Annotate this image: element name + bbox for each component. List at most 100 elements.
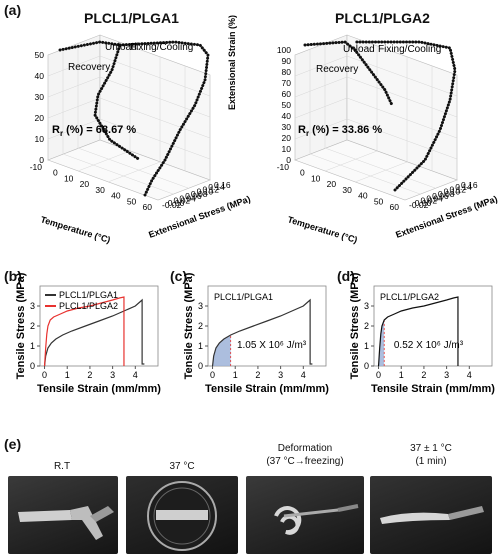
chart-d: 0 1 2 3 4 0 1 2 3 Tensile Strain (mm/mm) Tensile S… — [349, 272, 495, 395]
right-label-fixing: Fixing/Cooling — [378, 44, 441, 55]
x-tick-label: 0 — [210, 370, 215, 380]
temp-tick-label: 60 — [390, 202, 400, 212]
left-curve — [58, 40, 210, 197]
y-tick-label: 0 — [364, 361, 369, 371]
strain-tick-label: 20 — [282, 133, 292, 143]
x-tick-label: 1 — [65, 370, 70, 380]
y-tick-label: 0 — [198, 361, 203, 371]
photo-37c — [126, 476, 238, 554]
left-label-fixing: Fixing/Cooling — [130, 42, 193, 53]
x-tick-label: 0 — [376, 370, 381, 380]
chart-title: PLCL1/PLGA1 — [214, 292, 273, 302]
strain-tick-label: 60 — [282, 89, 292, 99]
series-line — [43, 298, 145, 367]
panel-label-d: (d) — [337, 268, 355, 284]
panel-label-b: (b) — [4, 268, 22, 284]
photo-recovered-art — [380, 506, 484, 524]
stress-tick-label: 0.04 — [426, 193, 443, 203]
chart-title: PLCL1/PLGA2 — [380, 292, 439, 302]
legend-label: PLCL1/PLGA1 — [59, 290, 118, 300]
energy-area — [378, 320, 385, 366]
photo-deformation-art — [274, 504, 359, 535]
y-tick-label: 1 — [30, 341, 35, 351]
temp-tick-label: 50 — [374, 196, 384, 206]
strain-tick-label: 100 — [277, 45, 291, 55]
strain-tick-label: 70 — [282, 78, 292, 88]
strain-tick-label: 10 — [35, 134, 45, 144]
stress-tick-label: 0.16 — [214, 180, 231, 190]
photo-37c-art — [147, 481, 217, 551]
strain-tick-label: 50 — [35, 50, 45, 60]
panel-a-left-title: PLCL1/PLGA1 — [84, 10, 179, 26]
photo-room-temp-art — [18, 506, 114, 540]
stress-tick-label: -0.02 — [162, 200, 182, 210]
chart-c: 0 1 2 3 4 0 1 2 3 Tensile Strain (mm/mm) Tensile S… — [183, 272, 329, 395]
right-curve — [303, 40, 457, 192]
y-tick-label: 3 — [364, 301, 369, 311]
temp-tick-label: 20 — [327, 179, 337, 189]
series-line — [43, 296, 125, 367]
x-tick-label: 4 — [301, 370, 306, 380]
y-tick-label: 2 — [364, 321, 369, 331]
y-tick-label: 2 — [30, 321, 35, 331]
stress-tick-label: 0.02 — [174, 196, 191, 206]
y-tick-label: 3 — [198, 301, 203, 311]
photo-caption-2: 37 °C — [126, 460, 238, 473]
panel-label-c: (c) — [170, 268, 188, 284]
x-tick-label: 3 — [110, 370, 115, 380]
stress-tick-label: 0.12 — [202, 184, 219, 194]
strain-tick-label: 40 — [35, 71, 45, 81]
right-label-unload: Unload — [343, 44, 375, 55]
temp-tick-label: -10 — [30, 162, 43, 172]
x-axis-label: Tensile Strain (mm/mm) — [205, 383, 329, 395]
stress-tick-label: 0.14 — [208, 182, 225, 192]
caption-line: 37 °C — [169, 461, 195, 472]
photo-caption-3: Deformation (37 °C→freezing) — [246, 442, 364, 468]
temp-tick-label: 40 — [358, 191, 368, 201]
temp-tick-label: -10 — [277, 162, 290, 172]
strain-tick-label: 10 — [282, 144, 292, 154]
stress-tick-label: 0.12 — [449, 184, 466, 194]
photo-room-temp — [8, 476, 118, 554]
x-tick-label: 2 — [255, 370, 260, 380]
temp-tick-label: 10 — [64, 173, 74, 183]
x-tick-label: 1 — [399, 370, 404, 380]
stress-tick-label: 0.08 — [438, 189, 455, 199]
stress-tick-label: 0.10 — [197, 187, 214, 197]
temp-tick-label: 60 — [143, 202, 153, 212]
x-axis-label: Tensile Strain (mm/mm) — [371, 383, 495, 395]
panel-a-right-title: PLCL1/PLGA2 — [335, 10, 430, 26]
strain-tick-label: 20 — [35, 113, 45, 123]
strain-tick-label: 0 — [39, 155, 44, 165]
photo-recovered — [370, 476, 492, 554]
energy-annotation: 0.52 X 10⁶ J/m³ — [394, 340, 464, 351]
y-axis-label: Tensile Stress (MPa) — [15, 272, 27, 379]
left-3d-box — [47, 34, 211, 201]
x-tick-label: 3 — [278, 370, 283, 380]
stress-tick-label: 0.10 — [444, 187, 461, 197]
caption-line: (37 °C→freezing) — [266, 456, 344, 467]
photo-caption-4: 37 ± 1 °C (1 min) — [370, 442, 492, 468]
right-3d-box — [294, 34, 458, 201]
y-axis-label: Tensile Stress (MPa) — [183, 272, 195, 379]
strain-tick-label: 30 — [282, 122, 292, 132]
x-tick-label: 1 — [233, 370, 238, 380]
stress-tick-label: 0.06 — [432, 191, 449, 201]
stress-tick-label: -0.02 — [409, 200, 429, 210]
strain-tick-label: 80 — [282, 67, 292, 77]
temp-tick-label: 0 — [300, 168, 305, 178]
strain-tick-label: 90 — [282, 56, 292, 66]
panel-label-e: (e) — [4, 436, 22, 452]
right-rr: Rr (%) = 33.86 % — [298, 124, 382, 138]
photo-caption-1: R.T — [8, 460, 116, 473]
stress-tick-label: 0.04 — [179, 193, 196, 203]
caption-line: (1 min) — [415, 456, 447, 467]
strain-tick-label: 50 — [282, 100, 292, 110]
y-tick-label: 3 — [30, 301, 35, 311]
stress-tick-label: 0.00 — [168, 198, 185, 208]
strain-tick-label: 40 — [282, 111, 292, 121]
y-tick-label: 1 — [198, 341, 203, 351]
left-rr: Rr (%) = 68.67 % — [52, 124, 136, 138]
y-tick-label: 2 — [198, 321, 203, 331]
series-line — [377, 296, 459, 367]
